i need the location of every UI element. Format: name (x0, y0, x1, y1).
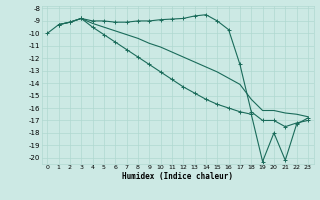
X-axis label: Humidex (Indice chaleur): Humidex (Indice chaleur) (122, 172, 233, 181)
